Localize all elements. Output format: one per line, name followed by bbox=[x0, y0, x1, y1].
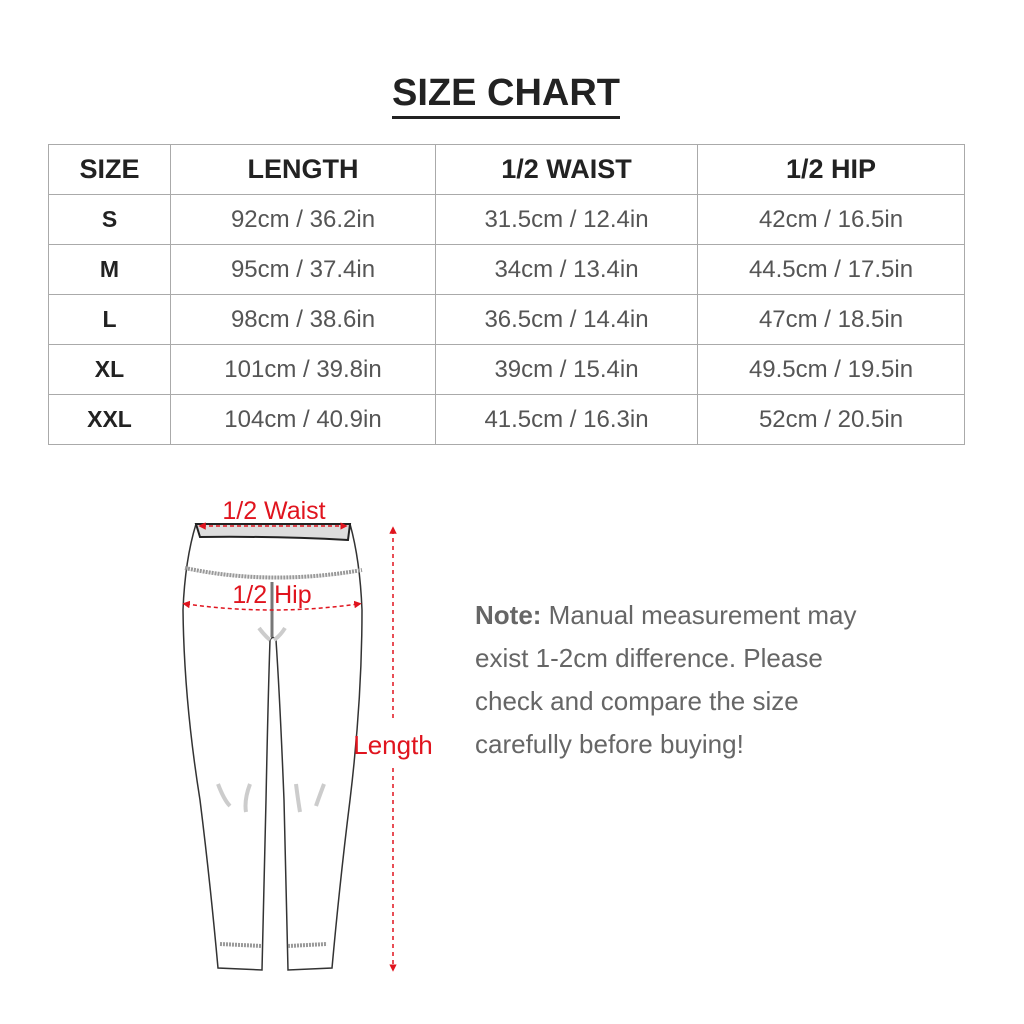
size-cell: XXL bbox=[48, 394, 171, 445]
measurement-cell: 36.5cm / 14.4in bbox=[435, 294, 698, 345]
size-cell: S bbox=[48, 194, 171, 245]
size-table: SIZE LENGTH 1/2 WAIST 1/2 HIP S 92cm / 36.2i… bbox=[48, 144, 965, 445]
length-label: Length bbox=[353, 730, 433, 760]
measurement-cell: 95cm / 37.4in bbox=[170, 244, 436, 295]
measurement-cell: 44.5cm / 17.5in bbox=[697, 244, 965, 295]
table-row: L 98cm / 38.6in 36.5cm / 14.4in 47cm / 18.5… bbox=[48, 294, 965, 345]
measurement-cell: 49.5cm / 19.5in bbox=[697, 344, 965, 395]
measurement-cell: 41.5cm / 16.3in bbox=[435, 394, 698, 445]
measurement-cell: 31.5cm / 12.4in bbox=[435, 194, 698, 245]
note-label: Note: bbox=[475, 600, 542, 630]
table-row: XL 101cm / 39.8in 39cm / 15.4in 49.5cm / 19… bbox=[48, 344, 965, 395]
measurement-cell: 52cm / 20.5in bbox=[697, 394, 965, 445]
column-header: 1/2 WAIST bbox=[435, 144, 698, 195]
column-header: 1/2 HIP bbox=[697, 144, 965, 195]
waist-label: 1/2 Waist bbox=[222, 497, 325, 525]
page-title: SIZE CHART bbox=[0, 72, 1012, 119]
measurement-cell: 104cm / 40.9in bbox=[170, 394, 436, 445]
size-cell: XL bbox=[48, 344, 171, 395]
note-text: Manual measurement may exist 1-2cm diffe… bbox=[475, 600, 857, 759]
hip-arrow bbox=[182, 600, 362, 611]
measurement-cell: 101cm / 39.8in bbox=[170, 344, 436, 395]
note: Note: Manual measurement may exist 1-2cm… bbox=[475, 594, 895, 766]
column-header: SIZE bbox=[48, 144, 171, 195]
table-row: S 92cm / 36.2in 31.5cm / 12.4in 42cm / 16.5… bbox=[48, 194, 965, 245]
measurement-cell: 47cm / 18.5in bbox=[697, 294, 965, 345]
measurement-cell: 42cm / 16.5in bbox=[697, 194, 965, 245]
size-cell: L bbox=[48, 294, 171, 345]
hip-label: 1/2 Hip bbox=[232, 581, 311, 609]
table-row: XXL 104cm / 40.9in 41.5cm / 16.3in 52cm / 2… bbox=[48, 394, 965, 445]
